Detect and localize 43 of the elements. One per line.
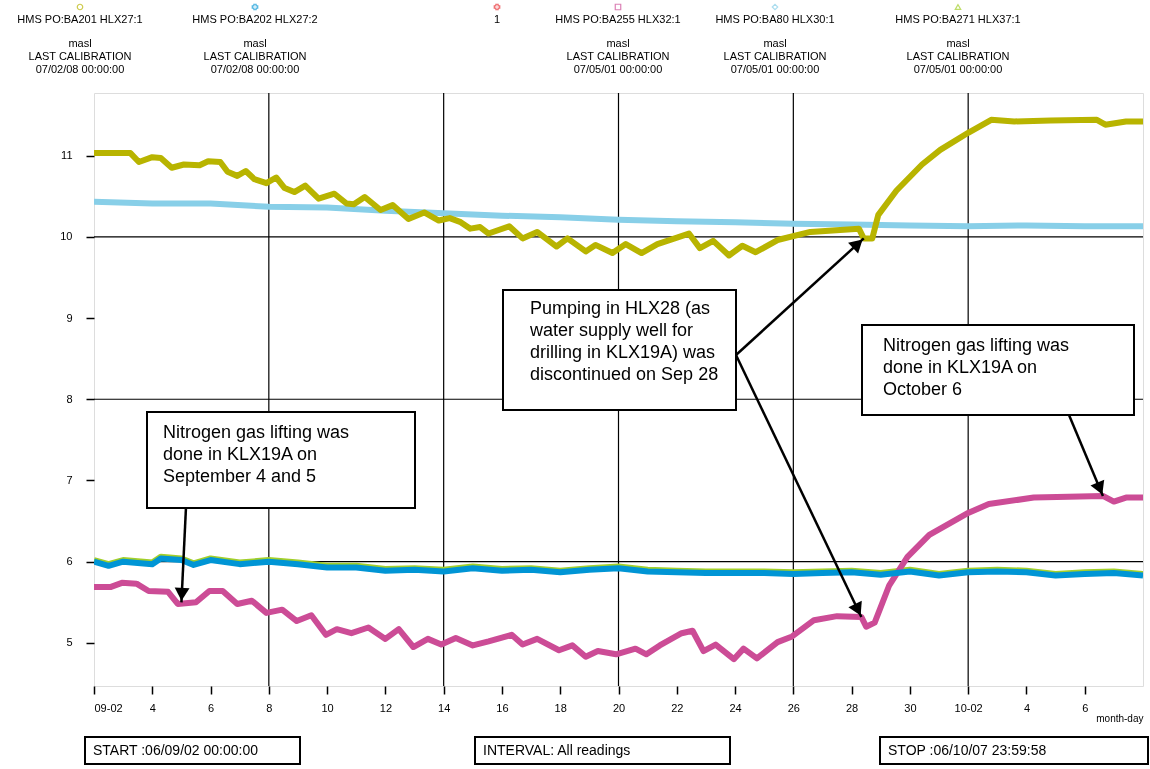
x-tick-label: 12 xyxy=(379,701,393,714)
annotation: Nitrogen gas lifting was done in KLX19A on September 4 and 5 xyxy=(163,422,350,486)
text: masl LAST CALIBRATION 07/05/01 00:00:00 xyxy=(906,37,1010,75)
y-tick-label: 5 xyxy=(66,636,73,649)
text: STOP :06/10/07 23:59:58 xyxy=(888,742,1047,758)
y-tick-label: 8 xyxy=(66,392,73,405)
x-tick-label: 28 xyxy=(845,701,859,714)
x-tick-label: 09-02 xyxy=(94,701,123,714)
x-tick-label: 30 xyxy=(904,701,917,714)
x-tick-label: 4 xyxy=(149,701,156,714)
legend-label: HMS PO:BA80 HLX30:1 xyxy=(715,13,835,25)
legend-label: 1 xyxy=(493,13,501,25)
text: START :06/09/02 00:00:00 xyxy=(93,742,259,758)
annotation: Nitrogen gas lifting was done in KLX19A on October 6 xyxy=(883,335,1070,399)
annotation: Pumping in HLX28 (as water supply well for drilling in KLX19A) was discontinued on Sep 28 xyxy=(529,298,719,384)
x-tick-label: 6 xyxy=(207,701,215,714)
legend-label: HMS PO:BA271 HLX37:1 xyxy=(895,13,1021,25)
text: masl LAST CALIBRATION 07/02/08 00:00:00 xyxy=(28,37,132,75)
x-tick-label: 14 xyxy=(438,701,451,714)
y-tick-label: 6 xyxy=(66,555,73,568)
x-tick-label: 20 xyxy=(612,701,626,714)
legend-label: HMS PO:BA202 HLX27:2 xyxy=(192,13,318,25)
text: masl LAST CALIBRATION 07/05/01 00:00:00 xyxy=(723,37,827,75)
legend-label: HMS PO:BA201 HLX27:1 xyxy=(17,13,143,25)
y-tick-label: 9 xyxy=(66,311,73,324)
x-tick-label: 24 xyxy=(729,701,742,714)
x-tick-label: 22 xyxy=(671,701,684,714)
x-tick-label: 8 xyxy=(266,701,273,714)
x-tick-label: 18 xyxy=(554,701,567,714)
text: masl LAST CALIBRATION 07/05/01 00:00:00 xyxy=(566,37,670,75)
x-tick-label: 10-02 xyxy=(954,701,983,714)
x-tick-label: 6 xyxy=(1082,701,1089,714)
x-tick-label: 10 xyxy=(321,701,334,714)
x-axis-title: month-day xyxy=(1096,712,1144,724)
y-tick-label: 7 xyxy=(66,473,73,486)
x-tick-label: 16 xyxy=(496,701,509,714)
text: INTERVAL: All readings xyxy=(483,742,631,758)
legend-label: HMS PO:BA255 HLX32:1 xyxy=(555,13,681,25)
x-tick-label: 4 xyxy=(1023,701,1031,714)
x-tick-label: 26 xyxy=(787,701,800,714)
text: masl LAST CALIBRATION 07/02/08 00:00:00 xyxy=(203,37,307,75)
y-tick-label: 11 xyxy=(61,149,73,162)
y-tick-label: 10 xyxy=(60,230,73,243)
